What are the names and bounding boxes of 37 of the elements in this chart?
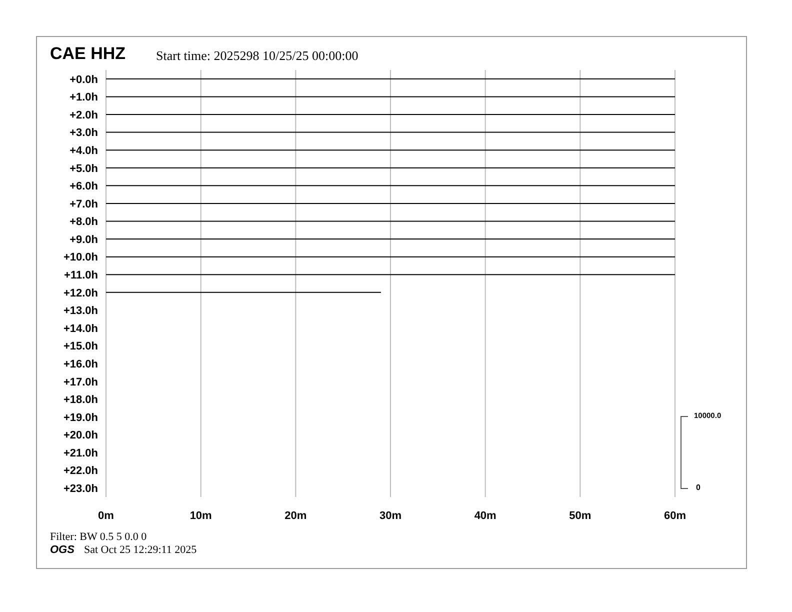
y-tick-label: +16.0h bbox=[63, 358, 98, 370]
y-tick-label: +8.0h bbox=[70, 216, 98, 228]
y-tick-label: +7.0h bbox=[70, 198, 98, 210]
y-tick-label: +6.0h bbox=[70, 180, 98, 193]
text: 0 bbox=[696, 483, 700, 492]
y-tick-label: +18.0h bbox=[63, 394, 98, 406]
y-tick-label: +1.0h bbox=[70, 92, 98, 104]
y-tick-label: +10.0h bbox=[63, 252, 98, 264]
y-tick-label: +20.0h bbox=[63, 430, 98, 442]
chart-title: CAE HHZ bbox=[50, 44, 126, 64]
y-tick-label: +0.0h bbox=[70, 74, 98, 86]
x-tick-label: 10m bbox=[190, 510, 212, 522]
y-tick-label: +17.0h bbox=[63, 376, 98, 388]
text: Filter: BW 0.5 5 0.0 0 bbox=[50, 531, 147, 543]
x-tick-label: 20m bbox=[284, 510, 307, 522]
y-tick-label: +4.0h bbox=[70, 144, 98, 157]
y-tick-label: +19.0h bbox=[63, 412, 98, 424]
x-tick-label: 50m bbox=[569, 510, 592, 522]
x-tick-label: 0m bbox=[98, 510, 114, 522]
x-tick-label: 30m bbox=[379, 510, 402, 522]
x-tick-label: 40m bbox=[474, 510, 497, 522]
y-tick-label: +2.0h bbox=[70, 109, 98, 122]
y-tick-label: +3.0h bbox=[70, 127, 98, 140]
y-tick-label: +23.0h bbox=[63, 483, 98, 496]
y-tick-label: +11.0h bbox=[64, 270, 98, 282]
y-tick-label: +21.0h bbox=[63, 447, 98, 460]
x-tick-label: 60m bbox=[664, 510, 686, 522]
text: OGS bbox=[50, 544, 74, 556]
y-tick-label: +22.0h bbox=[63, 465, 98, 478]
y-tick-label: +12.0h bbox=[63, 287, 98, 300]
y-tick-label: +14.0h bbox=[63, 322, 98, 335]
y-tick-label: +15.0h bbox=[63, 340, 98, 353]
chart-subtitle: Start time: 2025298 10/25/25 00:00:00 bbox=[156, 48, 358, 64]
text: Sat Oct 25 12:29:11 2025 bbox=[84, 544, 197, 556]
y-tick-label: +9.0h bbox=[70, 234, 98, 246]
y-tick-label: +13.0h bbox=[63, 305, 98, 318]
y-tick-label: +5.0h bbox=[70, 162, 98, 175]
